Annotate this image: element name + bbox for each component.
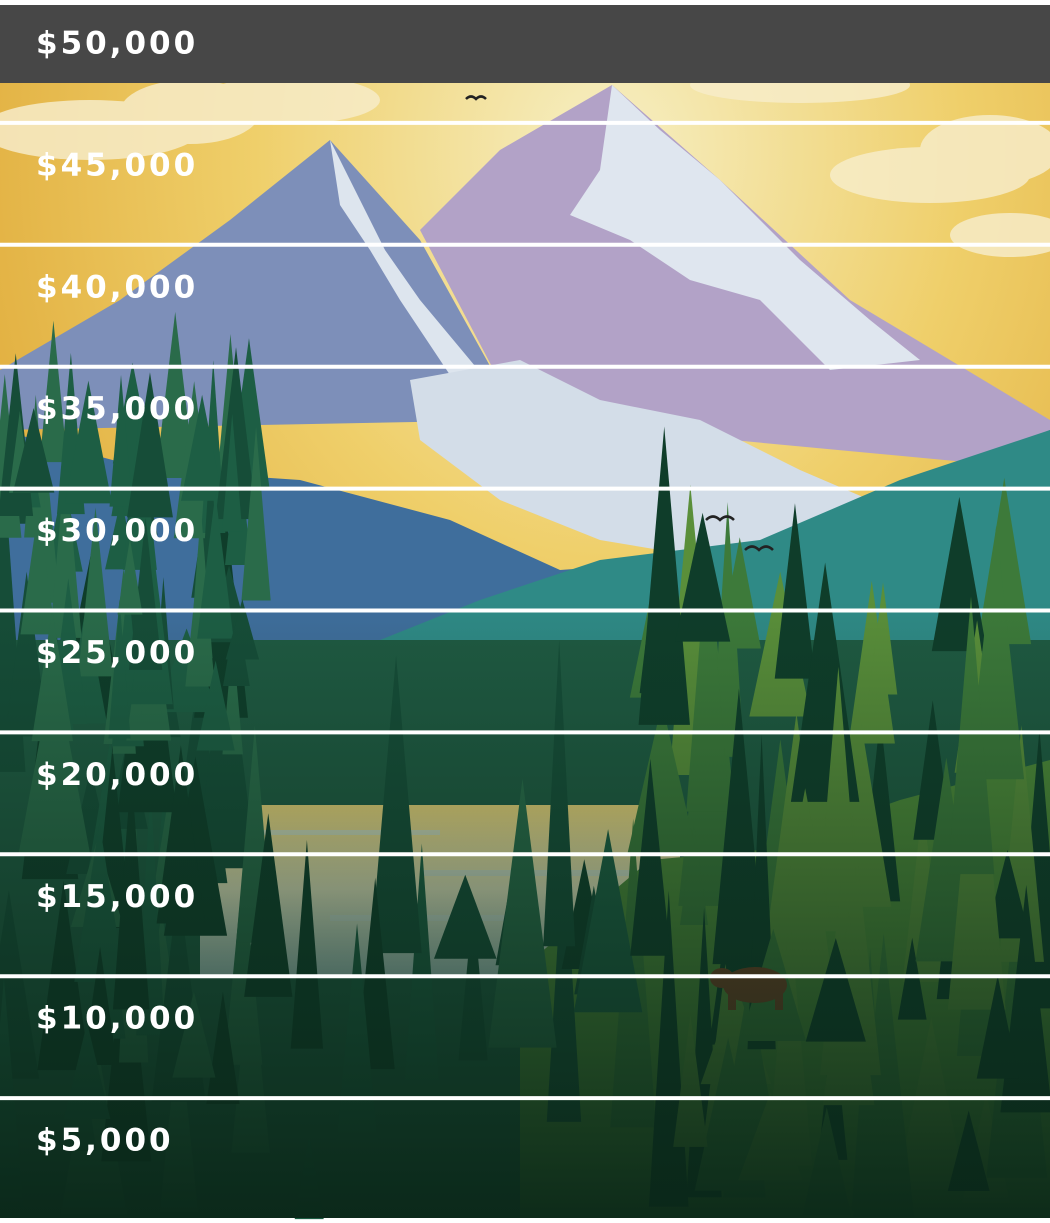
level-label: $50,000 bbox=[36, 26, 198, 62]
scenery bbox=[0, 5, 1050, 1220]
shade bbox=[0, 600, 1050, 1218]
snow bbox=[410, 360, 870, 560]
top-band bbox=[0, 5, 1050, 83]
level-label: $45,000 bbox=[36, 147, 198, 183]
left-peak bbox=[0, 140, 520, 430]
dividers bbox=[0, 120, 1050, 1101]
tree bbox=[39, 320, 68, 463]
tree bbox=[109, 374, 133, 507]
level-label: $5,000 bbox=[36, 1123, 174, 1159]
level-label: $15,000 bbox=[36, 879, 198, 915]
tree bbox=[180, 394, 224, 501]
level-label: $20,000 bbox=[36, 757, 198, 793]
level-label: $25,000 bbox=[36, 635, 198, 671]
level-label: $10,000 bbox=[36, 1001, 198, 1037]
tree bbox=[241, 426, 271, 601]
labels: $50,000 $45,000 $40,000 $35,000 $30,000 $25,0… bbox=[36, 26, 198, 1159]
tree bbox=[222, 413, 243, 532]
level-label: $40,000 bbox=[36, 269, 198, 305]
tree bbox=[49, 458, 82, 638]
tree bbox=[117, 538, 143, 615]
level-label: $35,000 bbox=[36, 391, 198, 427]
tree bbox=[155, 311, 195, 478]
tree bbox=[127, 372, 173, 518]
tree bbox=[215, 347, 257, 520]
tree bbox=[64, 380, 113, 504]
tree bbox=[12, 407, 55, 493]
snow bbox=[570, 85, 920, 370]
level-label: $30,000 bbox=[36, 513, 198, 549]
